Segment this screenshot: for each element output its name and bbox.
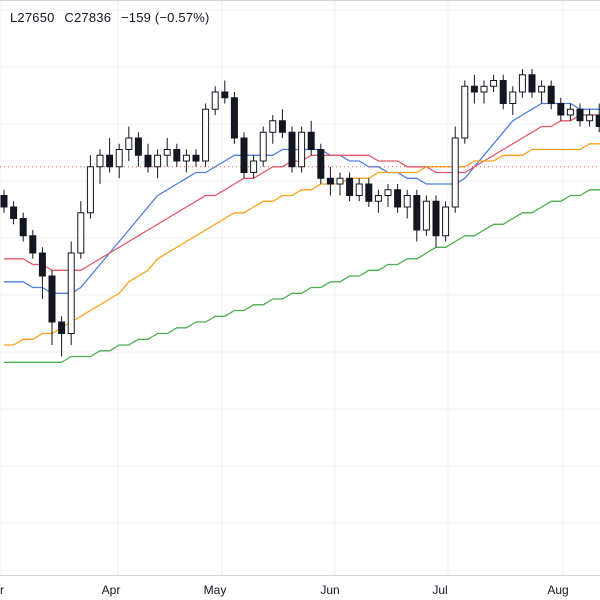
candle-body [518, 74, 526, 93]
candle-body [288, 131, 296, 168]
candle-body [490, 80, 498, 87]
candle-body [326, 177, 334, 185]
x-axis: r Apr May Jun Jul Aug [0, 583, 569, 597]
candle-body [269, 120, 277, 133]
candle-body [403, 195, 411, 208]
candle-body [221, 91, 229, 99]
candle-body [144, 154, 152, 168]
candle-body [134, 137, 142, 156]
low-value: L27650 [10, 10, 55, 25]
candle-body [48, 275, 56, 323]
candle-body [470, 85, 478, 93]
ohlc-legend: L27650 C27836 −159 (−0.57%) [10, 10, 216, 25]
candle-body [19, 218, 27, 237]
close-value: C27836 [64, 10, 112, 25]
candle-body [278, 120, 286, 133]
candle-body [10, 206, 18, 219]
candle-body [250, 160, 258, 173]
candle-body [211, 91, 219, 110]
x-tick-label: r [0, 583, 4, 597]
candle-body [346, 177, 354, 196]
candle-body [115, 149, 123, 168]
candle-body [480, 85, 488, 93]
candle-body [163, 149, 171, 156]
candle-body [307, 131, 315, 150]
candle-body [413, 195, 421, 231]
x-tick-label: Jul [432, 583, 447, 597]
x-tick-label: Jun [320, 583, 339, 597]
candle-body [317, 149, 325, 179]
candle-body [29, 235, 37, 254]
candle-body [230, 97, 238, 139]
candle-body [499, 80, 507, 104]
candle-body [422, 200, 430, 231]
candle-body [442, 206, 450, 237]
candle-body [154, 154, 162, 168]
candle-body [538, 85, 546, 93]
candle-body [86, 166, 94, 214]
candle-body [96, 154, 104, 168]
ma-line-ma_long [4, 188, 600, 363]
candle-body [451, 137, 459, 208]
candle-body [173, 149, 181, 162]
candle-body [38, 252, 46, 277]
candle-body [384, 189, 392, 196]
candle-body [365, 183, 373, 202]
x-tick-label: May [204, 583, 227, 597]
candle-body [432, 200, 440, 237]
candle-body [192, 154, 200, 162]
candle-body [240, 137, 248, 173]
candle-body [557, 103, 565, 116]
candle-body [336, 177, 344, 185]
candles [0, 69, 600, 357]
candle-body [595, 114, 600, 127]
candle-body [58, 321, 66, 334]
candle-body [547, 85, 555, 104]
candle-body [566, 108, 574, 116]
candle-body [586, 114, 594, 122]
x-tick-label: Aug [547, 583, 568, 597]
candle-body [77, 212, 85, 254]
candle-body [182, 154, 190, 162]
candle-body [394, 189, 402, 208]
candle-body [125, 137, 133, 150]
change-value: −159 (−0.57%) [120, 10, 210, 25]
candle-body [259, 131, 267, 162]
candle-body [576, 108, 584, 122]
candle-body [374, 195, 382, 202]
candle-body [528, 74, 536, 93]
candle-body [0, 195, 8, 208]
candle-body [461, 85, 469, 139]
candle-body [509, 91, 517, 104]
candle-body [67, 252, 75, 334]
candle-body [355, 183, 363, 196]
candle-body [202, 108, 210, 162]
x-tick-label: Apr [102, 583, 121, 597]
candle-body [106, 154, 114, 168]
grid [0, 0, 600, 576]
candle-body [298, 131, 306, 168]
